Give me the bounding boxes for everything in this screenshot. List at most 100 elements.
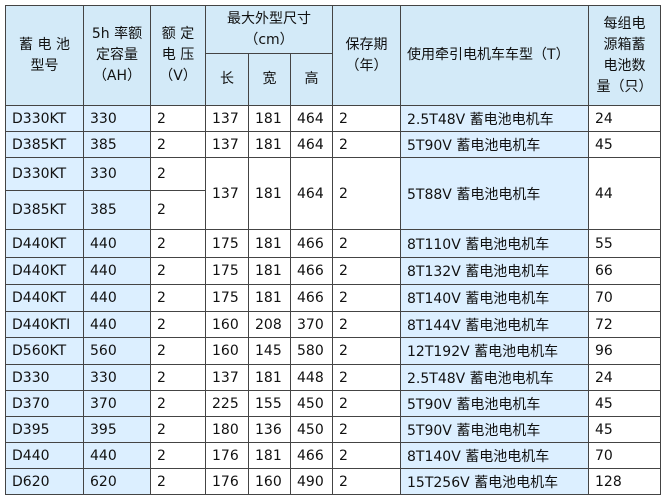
table-cell: 385: [83, 190, 151, 230]
table-cell: 466: [289, 284, 334, 312]
table-cell: 181: [248, 229, 291, 258]
header-cell: 保存期 （年）: [332, 5, 402, 106]
table-cell: 208: [248, 311, 291, 338]
table-cell: 45: [588, 131, 662, 158]
table-cell: 440: [83, 229, 151, 258]
table-cell: 440: [83, 311, 151, 338]
header-line: （年）: [345, 57, 388, 74]
table-cell: 181: [248, 257, 291, 285]
table-cell: 175: [205, 229, 249, 258]
table-cell: 137: [205, 131, 249, 158]
table-cell: 2: [332, 284, 402, 312]
table-cell: 181: [248, 364, 291, 391]
table-cell: 2: [332, 257, 402, 285]
table-cell: 128: [588, 468, 662, 495]
header-cell: 最大外型尺寸 （cm）: [204, 5, 334, 54]
table-cell: 96: [588, 337, 662, 365]
table-cell: 2: [150, 311, 206, 338]
table-cell: 175: [205, 284, 249, 312]
table-cell: 2: [332, 442, 402, 469]
table-cell: 160: [248, 468, 291, 495]
table-cell: D395: [5, 416, 84, 443]
table-cell: 160: [205, 311, 249, 338]
header-line: 源箱蓄: [603, 36, 646, 53]
table-cell: 160: [205, 337, 249, 365]
header-cell: 5h 率额 定容量 （AH）: [83, 5, 151, 106]
table-cell: 175: [205, 257, 249, 285]
table-cell: 2: [332, 364, 402, 391]
table-cell: 8T140V 蓄电池电机车: [400, 442, 590, 469]
table-cell: 137: [205, 105, 249, 132]
header-line: 定容量: [96, 47, 138, 63]
table-cell: 2.5T48V 蓄电池电机车: [400, 364, 590, 391]
table-cell: 330: [83, 105, 151, 132]
table-cell: D620: [5, 468, 84, 495]
table-cell: 2: [150, 229, 206, 258]
table-cell: 225: [205, 390, 249, 417]
table-cell: 2: [332, 311, 402, 338]
table-row: D440KT 440 2 175 181 466 2 8T132V 蓄电池电机车 66: [5, 257, 662, 285]
table-cell: D370: [5, 390, 84, 417]
table-cell: 560: [83, 337, 151, 365]
table-cell: 2: [150, 157, 206, 191]
table-cell: 24: [588, 105, 662, 132]
table-cell: 620: [83, 468, 151, 495]
table-row: D385KT 385 2: [5, 190, 661, 230]
table-row: D385KT 385 2 137 181 464 2 5T90V 蓄电池电机车 45: [5, 131, 662, 158]
header-cell: 蓄 电 池型号: [5, 5, 84, 106]
header-line: 额 定: [161, 26, 195, 42]
header-cell: 额 定电 压 （V）: [150, 5, 206, 106]
table-cell: 145: [248, 337, 291, 365]
table-cell: 2: [332, 390, 402, 417]
table-cell: 44: [588, 157, 662, 230]
table-cell: 385: [83, 131, 151, 158]
table-cell: 8T110V 蓄电池电机车: [400, 229, 590, 258]
header-cell: 宽: [248, 53, 291, 106]
table-cell: D385KT: [5, 131, 84, 158]
table-cell: D440KT: [5, 257, 84, 285]
table-cell: 180: [205, 416, 249, 443]
table-row: D330KT 330 2 137 181 464 2 2.5T48V 蓄电池电机车 24: [5, 105, 662, 132]
table-cell: D440KT: [5, 229, 84, 258]
table-cell: 464: [289, 131, 334, 158]
table-cell: 2: [332, 337, 402, 365]
table-cell: 395: [83, 416, 151, 443]
header-line: 每组电: [603, 15, 646, 32]
table-row: D440KT 440 2 175 181 466 2 8T110V 蓄电池电机车 55: [5, 229, 662, 258]
table-cell: 2: [150, 442, 206, 469]
table-cell: 66: [588, 257, 662, 285]
table-cell: D560KT: [5, 337, 84, 365]
header-line: 蓄 电 池: [19, 36, 70, 53]
table-cell: 440: [83, 284, 151, 312]
table-row: D560KT 560 2 160 145 580 2 12T192V 蓄电池电机车 96: [5, 337, 662, 365]
table-cell: 176: [205, 468, 249, 495]
header-line: 量（只）: [596, 78, 653, 95]
table-cell: 2.5T48V 蓄电池电机车: [400, 105, 590, 132]
table-cell: 2: [332, 131, 402, 158]
header-line: （V）: [159, 68, 197, 84]
table-cell: 181: [248, 284, 291, 312]
table-cell: 5T90V 蓄电池电机车: [400, 390, 590, 417]
table-cell: 137: [205, 364, 249, 391]
table-cell: 8T144V 蓄电池电机车: [400, 311, 590, 338]
table-cell: 2: [150, 364, 206, 391]
table-cell: 45: [588, 416, 662, 443]
header-line: 5h 率额: [91, 26, 143, 42]
table-cell: 2: [150, 337, 206, 365]
header-cell: 高: [289, 53, 334, 106]
table-cell: 12T192V 蓄电池电机车: [400, 337, 590, 365]
table-cell: 181: [248, 105, 291, 132]
table-row: D620 620 2 176 160 490 2 15T256V 蓄电池电机车 128: [5, 468, 662, 495]
table-cell: D330KT: [5, 105, 84, 132]
battery-table: 蓄 电 池型号 5h 率额 定容量 （AH） 额 定电 压 （V） 最大外型尺寸 （cm…: [5, 5, 662, 495]
header-cell: 长: [205, 53, 249, 106]
table-cell: 70: [588, 284, 662, 312]
table-cell: 464: [289, 105, 334, 132]
table-cell: 464: [289, 157, 334, 230]
table-cell: 580: [289, 337, 334, 365]
table-cell: 2: [332, 416, 402, 443]
table-cell: 5T90V 蓄电池电机车: [400, 416, 590, 443]
table-cell: 181: [248, 131, 291, 158]
table-cell: 2: [150, 190, 206, 230]
